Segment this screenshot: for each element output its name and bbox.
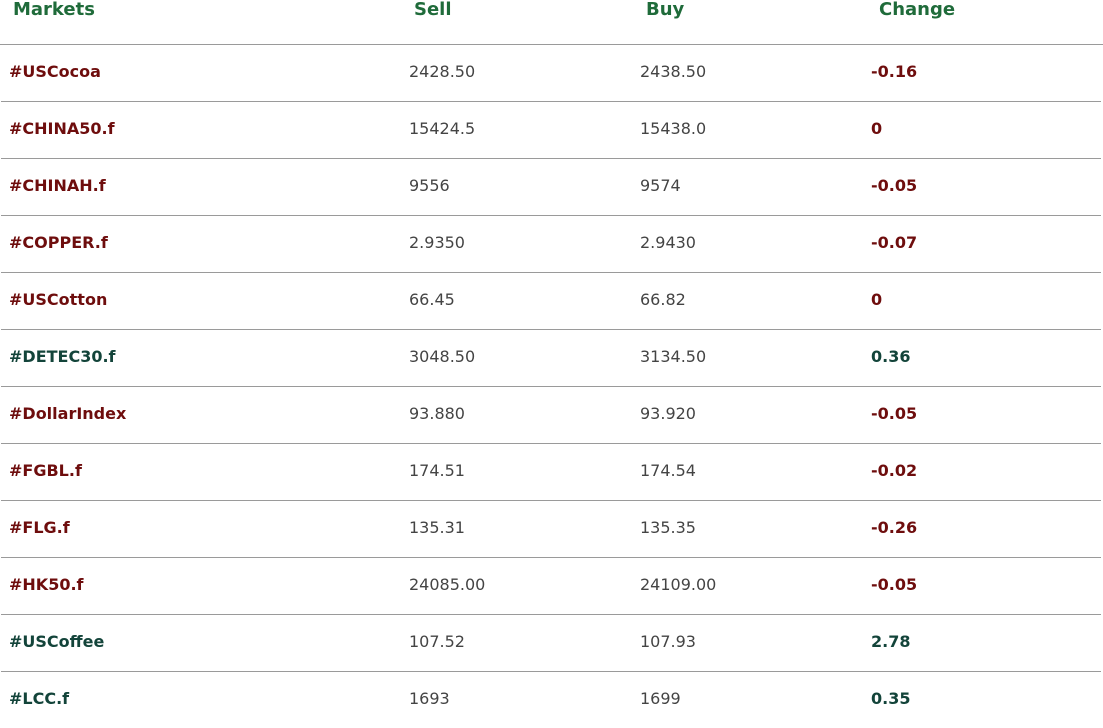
change-value: -0.26 bbox=[871, 518, 918, 537]
buy-price: 3134.50 bbox=[640, 347, 707, 366]
buy-price: 93.920 bbox=[640, 404, 696, 423]
column-header-sell[interactable]: Sell bbox=[414, 0, 452, 20]
table-row[interactable]: #CHINA50.f 15424.5 15438.0 0 bbox=[1, 102, 1101, 159]
sell-price: 135.31 bbox=[409, 518, 465, 537]
sell-price: 15424.5 bbox=[409, 119, 476, 138]
market-symbol-link[interactable]: #FGBL.f bbox=[9, 461, 82, 480]
buy-price: 135.35 bbox=[640, 518, 696, 537]
change-value: 0.35 bbox=[871, 689, 911, 708]
sell-price: 174.51 bbox=[409, 461, 465, 480]
buy-price: 9574 bbox=[640, 176, 681, 195]
change-value: 0 bbox=[871, 290, 883, 309]
sell-price: 2428.50 bbox=[409, 62, 476, 81]
market-symbol-link[interactable]: #CHINA50.f bbox=[9, 119, 115, 138]
table-row[interactable]: #USCotton 66.45 66.82 0 bbox=[1, 273, 1101, 330]
buy-price: 66.82 bbox=[640, 290, 686, 309]
buy-price: 1699 bbox=[640, 689, 681, 708]
buy-price: 2438.50 bbox=[640, 62, 707, 81]
change-value: -0.07 bbox=[871, 233, 918, 252]
sell-price: 1693 bbox=[409, 689, 450, 708]
table-row[interactable]: #USCocoa 2428.50 2438.50 -0.16 bbox=[1, 45, 1101, 102]
market-symbol-link[interactable]: #USCotton bbox=[9, 290, 108, 309]
change-value: 2.78 bbox=[871, 632, 911, 651]
table-row[interactable]: #CHINAH.f 9556 9574 -0.05 bbox=[1, 159, 1101, 216]
market-symbol-link[interactable]: #DollarIndex bbox=[9, 404, 127, 423]
change-value: -0.16 bbox=[871, 62, 918, 81]
buy-price: 2.9430 bbox=[640, 233, 696, 252]
market-symbol-link[interactable]: #USCocoa bbox=[9, 62, 101, 81]
market-symbol-link[interactable]: #FLG.f bbox=[9, 518, 70, 537]
market-symbol-link[interactable]: #USCoffee bbox=[9, 632, 105, 651]
sell-price: 107.52 bbox=[409, 632, 465, 651]
change-value: 0 bbox=[871, 119, 883, 138]
table-row[interactable]: #FGBL.f 174.51 174.54 -0.02 bbox=[1, 444, 1101, 501]
change-value: -0.02 bbox=[871, 461, 918, 480]
sell-price: 3048.50 bbox=[409, 347, 476, 366]
sell-price: 9556 bbox=[409, 176, 450, 195]
column-header-change[interactable]: Change bbox=[879, 0, 956, 20]
buy-price: 174.54 bbox=[640, 461, 696, 480]
table-row[interactable]: #LCC.f 1693 1699 0.35 bbox=[1, 672, 1101, 728]
table-header: Markets Sell Buy Change bbox=[0, 0, 1103, 45]
table-row[interactable]: #COPPER.f 2.9350 2.9430 -0.07 bbox=[1, 216, 1101, 273]
table-row[interactable]: #DETEC30.f 3048.50 3134.50 0.36 bbox=[1, 330, 1101, 387]
sell-price: 24085.00 bbox=[409, 575, 486, 594]
market-symbol-link[interactable]: #COPPER.f bbox=[9, 233, 108, 252]
sell-price: 66.45 bbox=[409, 290, 455, 309]
table-row[interactable]: #FLG.f 135.31 135.35 -0.26 bbox=[1, 501, 1101, 558]
buy-price: 107.93 bbox=[640, 632, 696, 651]
buy-price: 15438.0 bbox=[640, 119, 707, 138]
markets-table-body: #USCocoa 2428.50 2438.50 -0.16 #CHINA50.f 154… bbox=[1, 45, 1101, 728]
column-header-markets[interactable]: Markets bbox=[13, 0, 95, 20]
change-value: -0.05 bbox=[871, 176, 918, 195]
sell-price: 93.880 bbox=[409, 404, 465, 423]
market-symbol-link[interactable]: #CHINAH.f bbox=[9, 176, 106, 195]
table-row[interactable]: #DollarIndex 93.880 93.920 -0.05 bbox=[1, 387, 1101, 444]
sell-price: 2.9350 bbox=[409, 233, 465, 252]
column-header-buy[interactable]: Buy bbox=[646, 0, 685, 20]
table-row[interactable]: #USCoffee 107.52 107.93 2.78 bbox=[1, 615, 1101, 672]
market-symbol-link[interactable]: #LCC.f bbox=[9, 689, 70, 708]
market-symbol-link[interactable]: #DETEC30.f bbox=[9, 347, 116, 366]
change-value: -0.05 bbox=[871, 404, 918, 423]
change-value: -0.05 bbox=[871, 575, 918, 594]
table-row[interactable]: #HK50.f 24085.00 24109.00 -0.05 bbox=[1, 558, 1101, 615]
buy-price: 24109.00 bbox=[640, 575, 717, 594]
change-value: 0.36 bbox=[871, 347, 911, 366]
market-symbol-link[interactable]: #HK50.f bbox=[9, 575, 84, 594]
